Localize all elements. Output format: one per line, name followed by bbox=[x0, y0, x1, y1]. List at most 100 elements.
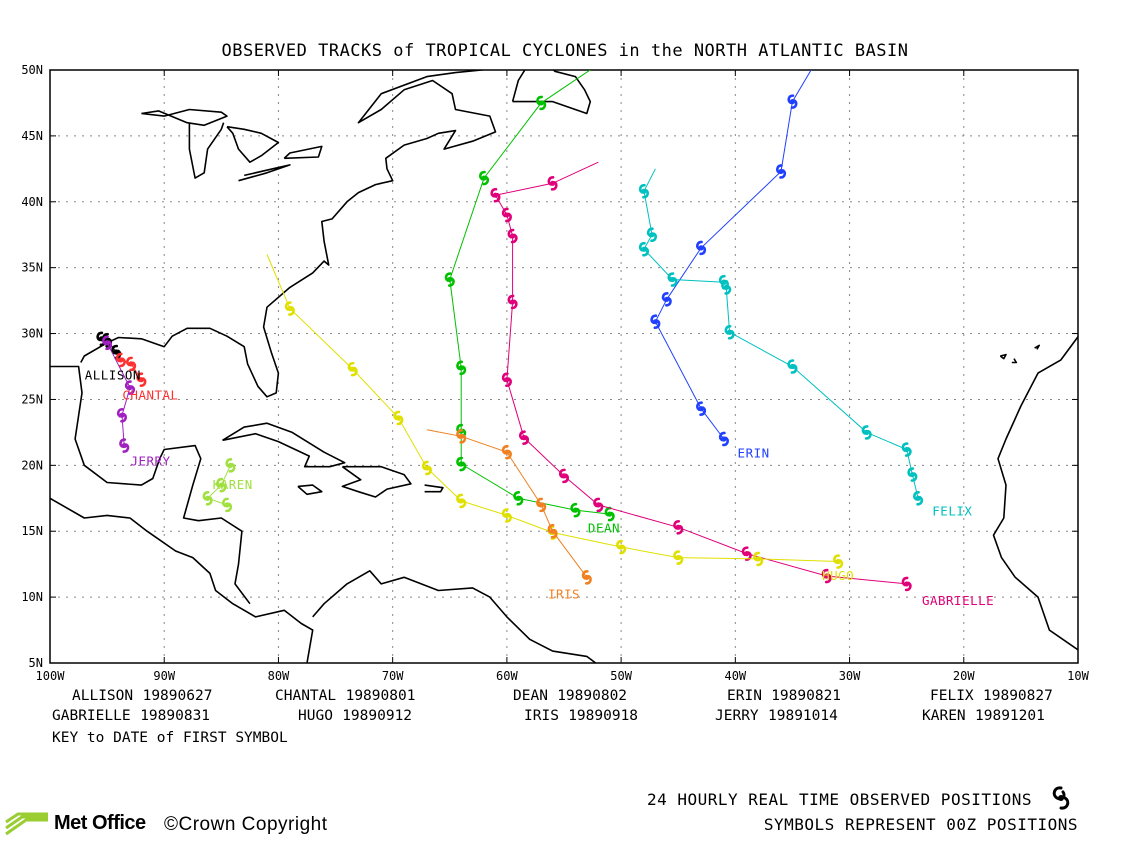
key-note: KEY to DATE of FIRST SYMBOL bbox=[52, 730, 288, 746]
coastlines bbox=[0, 44, 1130, 674]
map-frame bbox=[50, 70, 1078, 663]
coastline-segment bbox=[342, 467, 411, 497]
storm-position-marker bbox=[395, 412, 402, 424]
lat-label: 45N bbox=[21, 129, 43, 143]
lat-label: 5N bbox=[29, 656, 43, 670]
lon-label: 100W bbox=[36, 669, 66, 683]
storm-label-karen: KAREN bbox=[213, 477, 253, 492]
storm-label-gabrielle: GABRIELLE bbox=[922, 593, 994, 608]
storm-label-chantal: CHANTAL bbox=[122, 387, 178, 402]
key-storm-name: DEAN bbox=[513, 688, 548, 704]
storm-position-marker bbox=[457, 495, 464, 507]
storm-position-marker bbox=[909, 469, 916, 481]
coastline-segment bbox=[189, 123, 223, 178]
coastline-segment bbox=[81, 44, 559, 397]
lat-label: 30N bbox=[21, 327, 43, 341]
coastline-segment bbox=[141, 110, 227, 126]
coastline-segment bbox=[284, 146, 322, 158]
lat-label: 15N bbox=[21, 524, 43, 538]
lat-label: 35N bbox=[21, 261, 43, 275]
storm-position-marker bbox=[349, 363, 356, 375]
storm-position-marker bbox=[492, 189, 499, 201]
storm-position-marker bbox=[549, 177, 556, 189]
key-storm-date: 19890821 bbox=[771, 688, 841, 704]
key-storm-name: ERIN bbox=[727, 688, 762, 704]
coastline-segment bbox=[1012, 359, 1017, 363]
coastline-segment bbox=[1035, 345, 1040, 349]
key-storm-name: IRIS bbox=[524, 708, 559, 724]
key-storm-name: CHANTAL bbox=[275, 688, 336, 704]
storm-label-dean: DEAN bbox=[588, 521, 620, 536]
storm-label-iris: IRIS bbox=[548, 586, 580, 601]
storm-position-marker bbox=[572, 504, 579, 516]
storm-labels: ALLISON CHANTAL DEAN ERIN FELIX GABRIELLE HUGO… bbox=[85, 368, 994, 608]
storm-position-marker bbox=[606, 508, 613, 520]
storm-position-marker bbox=[903, 444, 910, 456]
key-storm-date: 19890831 bbox=[140, 708, 210, 724]
lon-label: 80W bbox=[268, 669, 290, 683]
coastline-segment bbox=[425, 485, 443, 492]
storm-label-jerry: JERRY bbox=[130, 453, 170, 468]
met-office-logo-icon bbox=[4, 812, 52, 838]
storm-position-marker bbox=[520, 432, 527, 444]
storm-label-felix: FELIX bbox=[932, 503, 972, 518]
key-storm-date: 19890827 bbox=[983, 688, 1053, 704]
coastline-segment bbox=[0, 439, 313, 663]
track-dean bbox=[446, 57, 613, 520]
lat-label: 25N bbox=[21, 392, 43, 406]
storm-position-marker bbox=[777, 165, 784, 177]
storm-position-marker bbox=[515, 492, 522, 504]
key-storm-date: 19891201 bbox=[975, 708, 1045, 724]
storm-position-marker bbox=[560, 470, 567, 482]
storm-label-allison: ALLISON bbox=[85, 368, 141, 383]
track-line bbox=[655, 44, 826, 439]
coastline-segment bbox=[513, 53, 591, 114]
lat-label: 40N bbox=[21, 195, 43, 209]
lon-label: 20W bbox=[953, 669, 975, 683]
storm-position-marker bbox=[583, 571, 590, 583]
track-hugo bbox=[267, 255, 842, 568]
storm-label-hugo: HUGO bbox=[822, 568, 854, 583]
track-felix bbox=[640, 169, 922, 504]
hurricane-symbol-icon bbox=[1048, 782, 1074, 814]
copyright-text: ©Crown Copyright bbox=[164, 814, 328, 836]
storm-position-marker bbox=[227, 459, 234, 471]
lon-label: 10W bbox=[1067, 669, 1089, 683]
storm-position-marker bbox=[537, 499, 544, 511]
key-storm-date: 19890918 bbox=[568, 708, 638, 724]
storm-position-marker bbox=[204, 492, 211, 504]
track-line bbox=[267, 255, 838, 562]
track-line bbox=[644, 169, 918, 499]
storm-position-marker bbox=[503, 209, 510, 221]
lat-label: 20N bbox=[21, 458, 43, 472]
track-iris bbox=[427, 430, 591, 584]
met-office-logo: Met Office ©Crown Copyright bbox=[4, 812, 364, 838]
key-storm-name: GABRIELLE bbox=[52, 708, 131, 724]
storm-position-marker bbox=[914, 492, 921, 504]
met-office-brand: Met Office bbox=[54, 812, 146, 835]
track-line bbox=[496, 162, 907, 584]
storm-position-marker bbox=[863, 426, 870, 438]
lon-label: 40W bbox=[724, 669, 746, 683]
key-storm-name: ALLISON bbox=[72, 688, 133, 704]
storm-position-marker bbox=[669, 274, 676, 286]
storm-position-marker bbox=[446, 274, 453, 286]
storm-position-marker bbox=[720, 433, 727, 445]
key-storm-name: FELIX bbox=[930, 688, 974, 704]
storm-position-marker bbox=[675, 552, 682, 564]
track-line bbox=[450, 57, 610, 514]
lon-label: 60W bbox=[496, 669, 518, 683]
footer-line-2: SYMBOLS REPRESENT 00Z POSITIONS bbox=[764, 815, 1078, 834]
coastline-segment bbox=[227, 127, 278, 163]
key-storm-name: KAREN bbox=[922, 708, 966, 724]
storm-label-erin: ERIN bbox=[738, 445, 770, 460]
lat-lon-grid bbox=[50, 70, 1078, 663]
storm-position-marker bbox=[754, 553, 761, 565]
key-storm-name: JERRY bbox=[715, 708, 759, 724]
key-storm-date: 19890801 bbox=[346, 688, 416, 704]
coastline-segment bbox=[223, 423, 345, 467]
storm-position-marker bbox=[423, 462, 430, 474]
track-erin bbox=[652, 44, 827, 445]
